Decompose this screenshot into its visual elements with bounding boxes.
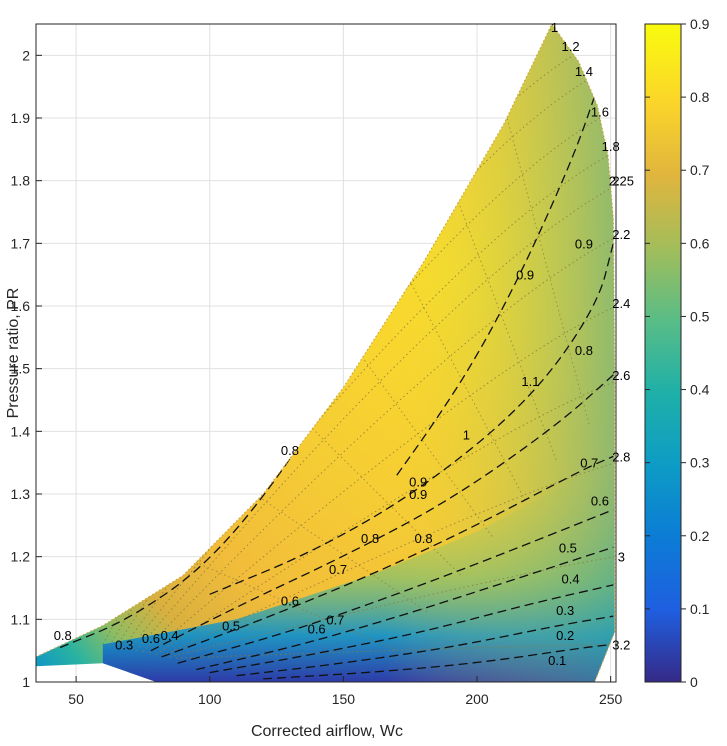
efficiency-contour-0-2-1 xyxy=(236,615,614,677)
efficiency-contour-0-1-0 xyxy=(263,643,614,680)
y-tick-label-5: 1.5 xyxy=(11,361,31,377)
y-tick-label-4: 1.4 xyxy=(11,423,31,439)
colorbar-tick-label-8: 0.8 xyxy=(690,89,710,105)
contour-label-19: 0.8 xyxy=(281,443,299,458)
colorbar-tick-label-1: 0.1 xyxy=(690,601,710,617)
contour-labels: 11.21.41.61.822.252.22.42.62.833.20.90.9… xyxy=(54,20,634,668)
x-tick-label-2: 150 xyxy=(332,691,356,707)
contour-label-33: 0.8 xyxy=(54,628,72,643)
contour-label-27: 0.5 xyxy=(222,619,240,634)
contour-label-15: 1.1 xyxy=(521,374,539,389)
x-tick-label-0: 50 xyxy=(68,691,84,707)
colorbar-tick-label-7: 0.7 xyxy=(690,162,710,178)
contour-label-16: 1 xyxy=(463,427,470,442)
contour-label-22: 0.8 xyxy=(575,343,593,358)
y-tick-label-6: 1.6 xyxy=(11,298,31,314)
x-tick-label-1: 100 xyxy=(198,691,222,707)
contour-label-20: 0.8 xyxy=(361,531,379,546)
contour-label-3: 1.6 xyxy=(591,105,609,120)
speed-line-4 xyxy=(129,155,609,650)
colorbar-tick-label-6: 0.6 xyxy=(690,235,710,251)
beta-line-6 xyxy=(503,105,590,426)
colorbar-tick-label-2: 0.2 xyxy=(690,528,710,544)
y-tick-label-1: 1.1 xyxy=(11,611,31,627)
contour-label-1: 1.2 xyxy=(562,39,580,54)
contour-label-34: 0.3 xyxy=(115,637,133,652)
contour-label-23: 0.7 xyxy=(329,562,347,577)
contour-label-8: 2.4 xyxy=(612,296,630,311)
x-tick-label-3: 200 xyxy=(465,691,489,707)
speed-line-7 xyxy=(149,305,615,654)
efficiency-contour-0-8-7 xyxy=(59,368,344,649)
x-axis-label: Corrected airflow, Wc xyxy=(251,723,403,740)
contour-label-5: 2 xyxy=(612,174,619,189)
colorbar-tick-label-9: 0.9 xyxy=(690,16,710,32)
contour-label-9: 2.6 xyxy=(612,368,630,383)
axes-box xyxy=(35,23,617,683)
efficiency-contour-0-3-2 xyxy=(209,584,614,674)
speed-line-11 xyxy=(176,643,615,659)
y-tick-label-3: 1.3 xyxy=(11,486,31,502)
contour-label-18: 0.9 xyxy=(409,487,427,502)
contour-label-4: 1.8 xyxy=(602,139,620,154)
contour-label-35: 0.4 xyxy=(161,628,179,643)
contour-label-14: 0.9 xyxy=(575,236,593,251)
beta-line-0 xyxy=(182,556,398,652)
contour-label-37: 0.7 xyxy=(326,612,344,627)
y-tick-label-0: 1 xyxy=(22,674,30,690)
y-tick-label-2: 1.2 xyxy=(11,549,31,565)
x-axis-ticks: 50 100 150 200 250 xyxy=(68,676,623,707)
contour-label-26: 0.6 xyxy=(591,493,609,508)
y-tick-label-9: 1.9 xyxy=(11,110,31,126)
colorbar-tick-label-5: 0.5 xyxy=(690,308,710,324)
contour-label-21: 0.8 xyxy=(415,531,433,546)
y-tick-label-7: 1.7 xyxy=(11,235,31,251)
speed-line-9 xyxy=(162,462,615,657)
y-tick-label-10: 2 xyxy=(22,47,30,63)
contour-label-28: 0.5 xyxy=(559,540,577,555)
efficiency-contour-0-6-5 xyxy=(161,455,614,658)
colorbar-tick-label-3: 0.3 xyxy=(690,455,710,471)
contour-label-6: 2.25 xyxy=(609,174,634,189)
contour-label-32: 0.1 xyxy=(548,653,566,668)
contour-label-2: 1.4 xyxy=(575,64,593,79)
beta-line-5 xyxy=(449,180,558,463)
beta-line-1 xyxy=(236,481,430,614)
efficiency-contour-0-5-4 xyxy=(177,509,614,664)
contour-label-10: 2.8 xyxy=(612,449,630,464)
contour-label-29: 0.4 xyxy=(562,572,580,587)
contour-label-7: 2.2 xyxy=(612,227,630,242)
colorbar xyxy=(644,23,682,683)
contour-label-13: 0.9 xyxy=(516,268,534,283)
contour-label-0: 1 xyxy=(551,20,558,35)
contour-label-24: 0.7 xyxy=(580,456,598,471)
y-axis-label: Pressure ratio, PR xyxy=(5,288,22,419)
colorbar-ticks: 0 0.1 0.2 0.3 0.4 0.5 0.6 0.7 0.8 0.9 xyxy=(645,16,710,690)
colorbar-tick-label-0: 0 xyxy=(690,674,698,690)
efficiency-contours xyxy=(59,80,614,680)
contour-label-31: 0.2 xyxy=(556,628,574,643)
contour-label-12: 3.2 xyxy=(612,637,630,652)
contour-label-25: 0.6 xyxy=(281,594,299,609)
contour-label-36: 0.6 xyxy=(142,631,160,646)
contour-label-17: 0.9 xyxy=(409,474,427,489)
speed-line-8 xyxy=(155,380,615,655)
y-tick-label-8: 1.8 xyxy=(11,173,31,189)
efficiency-contour-0-7-6 xyxy=(150,374,614,652)
efficiency-contour-0-4-3 xyxy=(196,546,614,671)
x-tick-label-4: 250 xyxy=(599,691,623,707)
efficiency-contour-0-9-9 xyxy=(396,80,601,476)
beta-line-3 xyxy=(342,330,494,539)
contour-label-11: 3 xyxy=(618,550,625,565)
y-axis-ticks: 1 1.1 1.2 1.3 1.4 1.5 1.6 1.7 1.8 1.9 2 xyxy=(11,47,42,690)
beta-line-4 xyxy=(396,255,526,501)
contour-label-38: 0.6 xyxy=(308,622,326,637)
colorbar-tick-label-4: 0.4 xyxy=(690,382,710,398)
contour-label-30: 0.3 xyxy=(556,603,574,618)
efficiency-contour-0-8-8 xyxy=(209,243,614,595)
speed-line-1 xyxy=(109,54,574,646)
